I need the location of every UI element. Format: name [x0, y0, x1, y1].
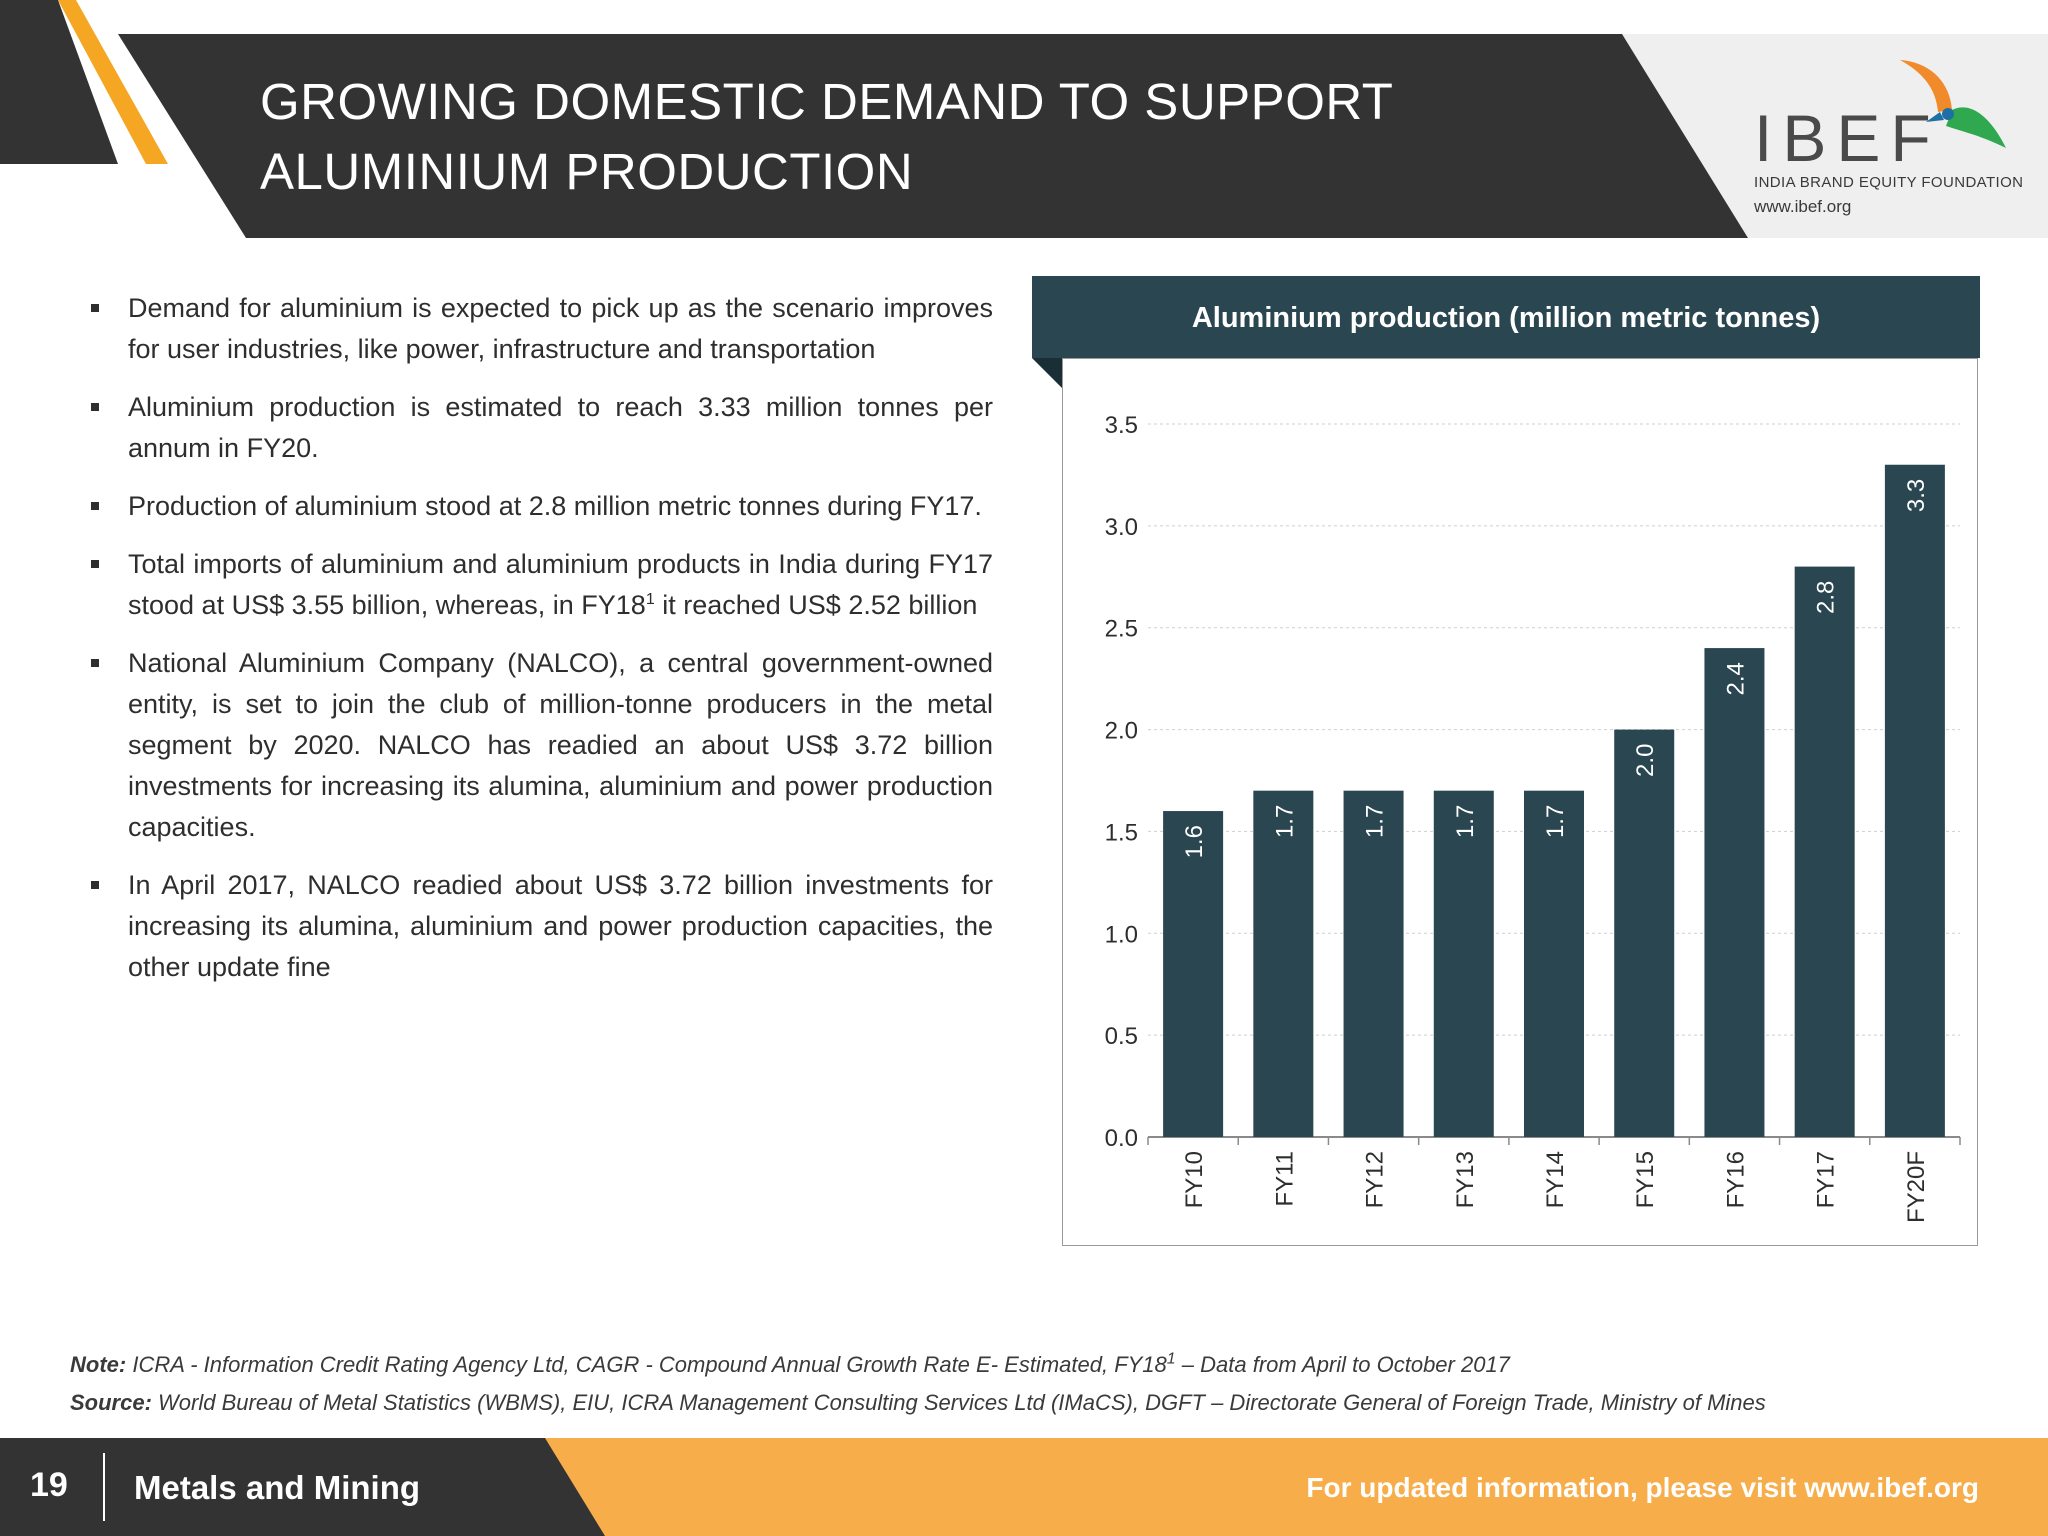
- bullet-list: Demand for aluminium is expected to pick…: [88, 288, 993, 1005]
- y-tick-label: 0.0: [1105, 1125, 1138, 1152]
- bar: [1614, 729, 1675, 1137]
- bar: [1253, 790, 1314, 1137]
- data-label: 1.7: [1362, 805, 1389, 838]
- footer-divider: [103, 1453, 105, 1521]
- bullet-square-icon: [91, 403, 99, 411]
- source-label: Source:: [70, 1390, 152, 1415]
- bar: [1884, 464, 1945, 1137]
- x-tick-label: FY20F: [1903, 1151, 1930, 1223]
- data-label: 1.6: [1181, 825, 1208, 858]
- bullet-item: Production of aluminium stood at 2.8 mil…: [88, 486, 993, 527]
- data-label: 2.8: [1813, 581, 1840, 614]
- header-title-band: [118, 34, 1748, 238]
- bullet-text: In April 2017, NALCO readied about US$ 3…: [128, 870, 993, 982]
- bullet-item: In April 2017, NALCO readied about US$ 3…: [88, 865, 993, 988]
- x-tick-label: FY12: [1362, 1151, 1389, 1208]
- note-text-end: – Data from April to October 2017: [1175, 1352, 1510, 1377]
- section-name: Metals and Mining: [134, 1469, 421, 1506]
- x-tick-label: FY13: [1452, 1151, 1479, 1208]
- bullet-text: Aluminium production is estimated to rea…: [128, 392, 993, 463]
- bullet-item: National Aluminium Company (NALCO), a ce…: [88, 643, 993, 848]
- footer-link-text: For updated information, please visit ww…: [1306, 1472, 1979, 1503]
- bullet-square-icon: [91, 304, 99, 312]
- note-line: Note: ICRA - Information Credit Rating A…: [70, 1350, 1510, 1378]
- data-label: 1.7: [1452, 805, 1479, 838]
- y-tick-label: 3.5: [1105, 412, 1138, 439]
- bar-chart: 0.0 0.5 1.0 1.5 2.0 2.5 3.0 3.5 1.6 FY10 1.7 FY11 1.…: [1105, 412, 1961, 1223]
- x-tick-label: FY10: [1181, 1151, 1208, 1208]
- bullet-item: Aluminium production is estimated to rea…: [88, 387, 993, 469]
- bullet-item: Demand for aluminium is expected to pick…: [88, 288, 993, 370]
- footnote-marker: 1: [645, 591, 655, 608]
- data-label: 1.7: [1542, 805, 1569, 838]
- x-tick-label: FY17: [1813, 1151, 1840, 1208]
- bar: [1343, 790, 1404, 1137]
- bar: [1794, 566, 1855, 1137]
- bar: [1704, 648, 1765, 1137]
- header-orange-stripe: [58, 0, 168, 164]
- data-label: 1.7: [1271, 805, 1298, 838]
- data-label: 2.0: [1632, 744, 1659, 777]
- bar: [1524, 790, 1584, 1137]
- data-label: 3.3: [1903, 479, 1930, 512]
- y-tick-label: 3.0: [1105, 514, 1138, 541]
- y-tick-label: 0.5: [1105, 1023, 1138, 1050]
- y-tick-label: 2.0: [1105, 718, 1138, 745]
- y-tick-label: 1.5: [1105, 819, 1138, 846]
- bar: [1163, 811, 1224, 1137]
- bullet-text: Production of aluminium stood at 2.8 mil…: [128, 491, 982, 521]
- chart-title: Aluminium production (million metric ton…: [1032, 276, 1980, 358]
- source-text: World Bureau of Metal Statistics (WBMS),…: [151, 1390, 1766, 1415]
- source-line: Source: World Bureau of Metal Statistics…: [70, 1390, 1766, 1416]
- header-left-block: [0, 0, 118, 164]
- bullet-text: it reached US$ 2.52 billion: [654, 590, 978, 620]
- bullet-text: National Aluminium Company (NALCO), a ce…: [128, 648, 993, 842]
- bullet-square-icon: [91, 560, 99, 568]
- x-tick-label: FY15: [1632, 1151, 1659, 1208]
- bullet-text: Total imports of aluminium and aluminium…: [128, 549, 993, 620]
- note-text: ICRA - Information Credit Rating Agency …: [126, 1352, 1167, 1377]
- footnote-marker: 1: [1166, 1350, 1176, 1368]
- bullet-square-icon: [91, 659, 99, 667]
- page-number: 19: [30, 1466, 68, 1504]
- logo-url: www.ibef.org: [1754, 197, 1852, 216]
- logo-tagline: INDIA BRAND EQUITY FOUNDATION: [1754, 174, 2024, 191]
- x-tick-label: FY11: [1271, 1151, 1298, 1207]
- y-tick-label: 2.5: [1105, 616, 1138, 643]
- x-tick-label: FY14: [1542, 1151, 1569, 1208]
- logo-wordmark: IBEF: [1754, 101, 1941, 175]
- x-tick-label: FY16: [1722, 1151, 1749, 1208]
- chart-panel: Aluminium production (million metric ton…: [1032, 276, 1980, 1248]
- bullet-item: Total imports of aluminium and aluminium…: [88, 544, 993, 626]
- header-banner: [0, 0, 2048, 238]
- bullet-square-icon: [91, 881, 99, 889]
- page-title-line-1: GROWING DOMESTIC DEMAND TO SUPPORT: [260, 73, 1394, 130]
- footer-bar: [0, 1438, 2048, 1536]
- data-label: 2.4: [1722, 662, 1749, 695]
- note-label: Note:: [70, 1352, 127, 1377]
- bullet-square-icon: [91, 502, 99, 510]
- bullet-text: Demand for aluminium is expected to pick…: [128, 293, 993, 364]
- page-title-line-2: ALUMINIUM PRODUCTION: [260, 143, 914, 200]
- bird-icon: [1900, 60, 2006, 148]
- ibef-logo: IBEF INDIA BRAND EQUITY FOUNDATION www.i…: [1750, 52, 2030, 222]
- bar: [1433, 790, 1494, 1137]
- y-tick-label: 1.0: [1105, 921, 1138, 948]
- chart-title-fold: [1032, 358, 1062, 388]
